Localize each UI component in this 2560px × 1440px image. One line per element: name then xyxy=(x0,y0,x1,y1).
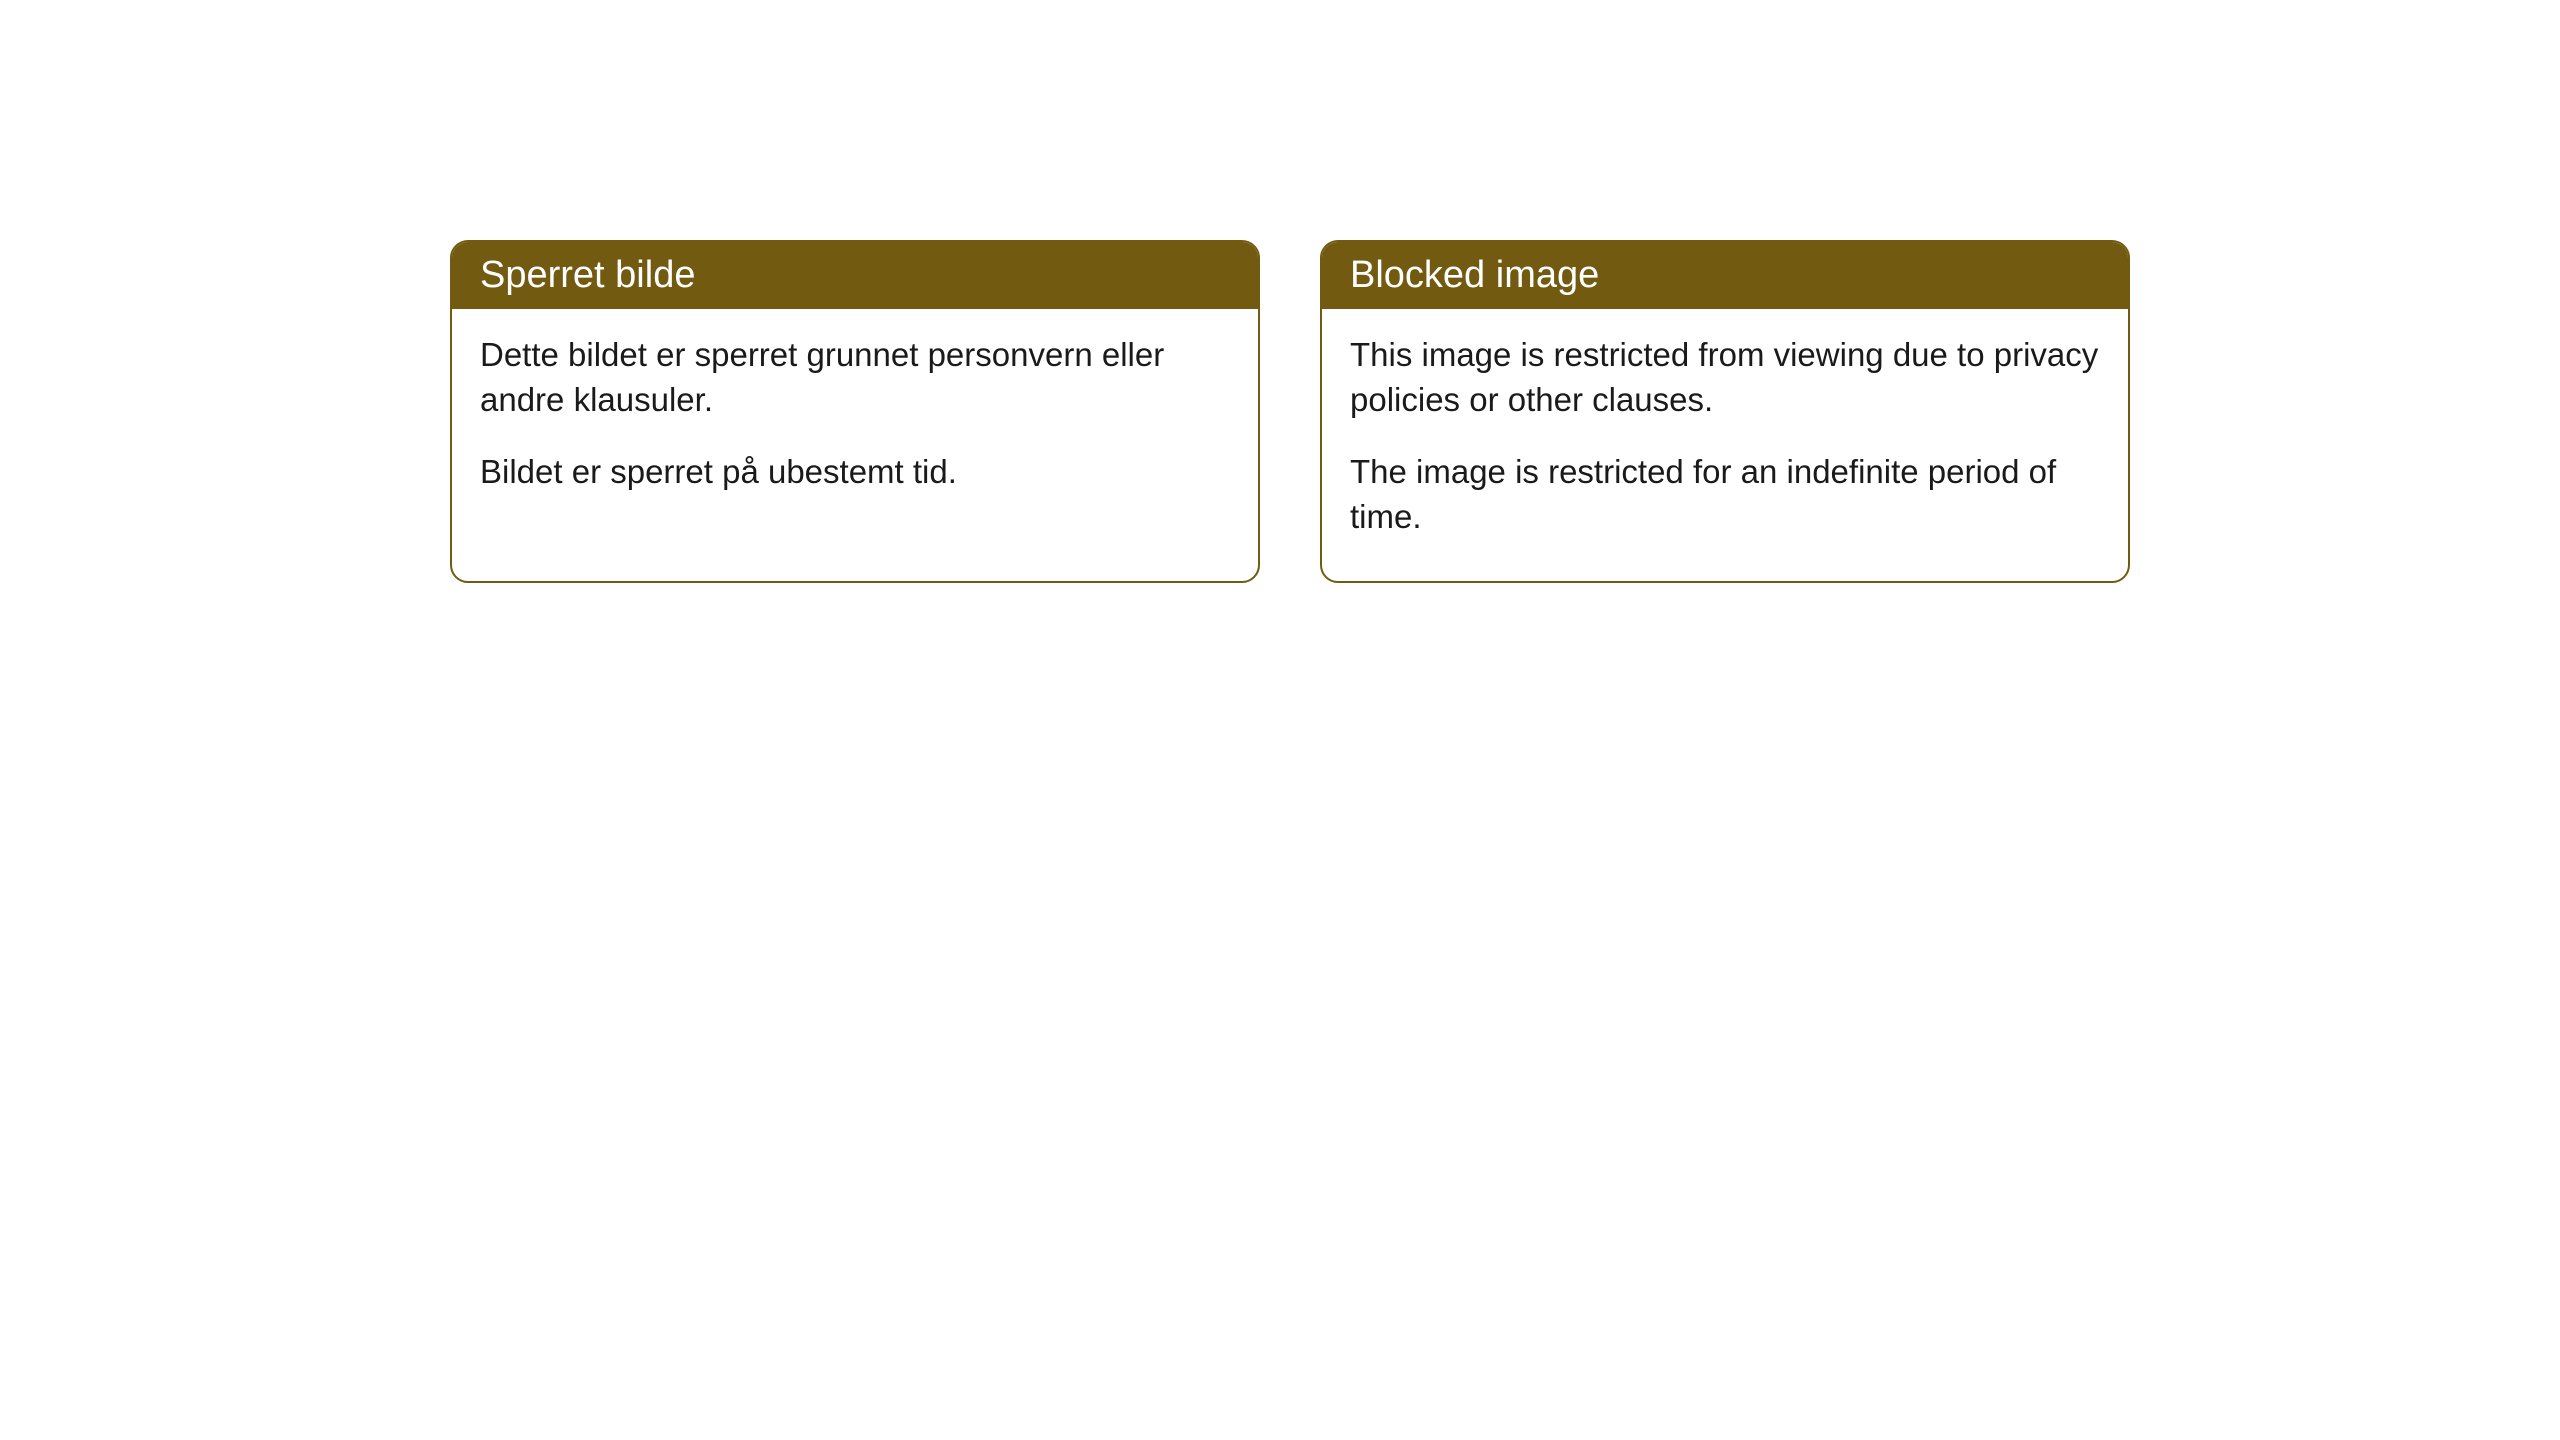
card-paragraph: Bildet er sperret på ubestemt tid. xyxy=(480,450,1230,495)
cards-container: Sperret bilde Dette bildet er sperret gr… xyxy=(0,0,2560,583)
card-header: Blocked image xyxy=(1322,242,2128,309)
card-body: Dette bildet er sperret grunnet personve… xyxy=(452,309,1258,537)
card-paragraph: This image is restricted from viewing du… xyxy=(1350,333,2100,422)
card-paragraph: The image is restricted for an indefinit… xyxy=(1350,450,2100,539)
card-paragraph: Dette bildet er sperret grunnet personve… xyxy=(480,333,1230,422)
card-blocked-image: Blocked image This image is restricted f… xyxy=(1320,240,2130,583)
card-header: Sperret bilde xyxy=(452,242,1258,309)
card-body: This image is restricted from viewing du… xyxy=(1322,309,2128,581)
card-title: Blocked image xyxy=(1350,254,1599,296)
card-sperret-bilde: Sperret bilde Dette bildet er sperret gr… xyxy=(450,240,1260,583)
card-title: Sperret bilde xyxy=(480,254,695,296)
